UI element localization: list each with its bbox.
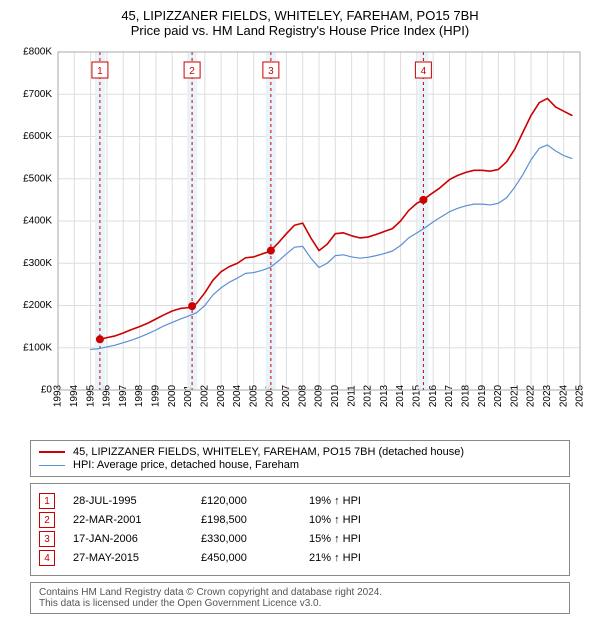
transaction-row: 1 28-JUL-1995 £120,000 19% ↑ HPI: [39, 493, 561, 509]
transaction-date: 28-JUL-1995: [73, 495, 183, 507]
transaction-price: £450,000: [201, 552, 291, 564]
legend-swatch: [39, 465, 65, 466]
footer-line-2: This data is licensed under the Open Gov…: [39, 598, 561, 609]
attribution-footer: Contains HM Land Registry data © Crown c…: [30, 582, 570, 614]
svg-text:£300K: £300K: [23, 258, 52, 269]
svg-text:1999: 1999: [151, 384, 162, 407]
svg-text:£200K: £200K: [23, 300, 52, 311]
svg-text:£700K: £700K: [23, 89, 52, 100]
svg-text:2011: 2011: [346, 385, 357, 407]
svg-text:2002: 2002: [199, 384, 210, 407]
svg-text:1997: 1997: [118, 384, 129, 407]
svg-text:2004: 2004: [232, 384, 243, 407]
transaction-row: 3 17-JAN-2006 £330,000 15% ↑ HPI: [39, 531, 561, 547]
transaction-marker: 1: [39, 493, 55, 509]
transaction-marker: 3: [39, 531, 55, 547]
transaction-date: 17-JAN-2006: [73, 533, 183, 545]
transactions-table: 1 28-JUL-1995 £120,000 19% ↑ HPI 2 22-MAR-200…: [30, 483, 570, 576]
legend-label: 45, LIPIZZANER FIELDS, WHITELEY, FAREHAM…: [73, 446, 464, 458]
svg-text:2020: 2020: [493, 384, 504, 407]
svg-text:2008: 2008: [297, 384, 308, 407]
svg-text:2012: 2012: [363, 384, 374, 407]
svg-text:2009: 2009: [314, 384, 325, 407]
transaction-delta: 19% ↑ HPI: [309, 495, 399, 507]
title-line-1: 45, LIPIZZANER FIELDS, WHITELEY, FAREHAM…: [10, 8, 590, 23]
page-container: { "title": { "line1": "45, LIPIZZANER FI…: [0, 0, 600, 620]
legend-row: 45, LIPIZZANER FIELDS, WHITELEY, FAREHAM…: [39, 446, 561, 458]
transaction-row: 4 27-MAY-2015 £450,000 21% ↑ HPI: [39, 550, 561, 566]
svg-text:2022: 2022: [526, 384, 537, 407]
legend-swatch: [39, 451, 65, 453]
transaction-date: 27-MAY-2015: [73, 552, 183, 564]
svg-text:£100K: £100K: [23, 342, 52, 353]
transaction-row: 2 22-MAR-2001 £198,500 10% ↑ HPI: [39, 512, 561, 528]
transaction-delta: 21% ↑ HPI: [309, 552, 399, 564]
svg-text:1: 1: [97, 66, 103, 77]
svg-text:2018: 2018: [460, 384, 471, 407]
transaction-price: £120,000: [201, 495, 291, 507]
svg-text:1994: 1994: [69, 384, 80, 407]
svg-text:2007: 2007: [281, 384, 292, 407]
transaction-marker: 4: [39, 550, 55, 566]
svg-text:2000: 2000: [167, 384, 178, 407]
svg-text:1995: 1995: [85, 384, 96, 407]
svg-text:£400K: £400K: [23, 216, 52, 227]
transaction-date: 22-MAR-2001: [73, 514, 183, 526]
svg-text:2: 2: [189, 66, 195, 77]
svg-text:2024: 2024: [558, 384, 569, 407]
svg-text:2021: 2021: [509, 384, 520, 407]
svg-text:3: 3: [268, 66, 274, 77]
footer-line-1: Contains HM Land Registry data © Crown c…: [39, 587, 561, 598]
legend-label: HPI: Average price, detached house, Fare…: [73, 459, 299, 471]
svg-text:2005: 2005: [248, 384, 259, 407]
svg-text:£500K: £500K: [23, 173, 52, 184]
svg-text:2014: 2014: [395, 384, 406, 407]
transaction-marker: 2: [39, 512, 55, 528]
svg-text:2010: 2010: [330, 384, 341, 407]
svg-text:£0: £0: [41, 385, 53, 396]
svg-text:2023: 2023: [542, 384, 553, 407]
svg-text:£800K: £800K: [23, 47, 52, 58]
legend: 45, LIPIZZANER FIELDS, WHITELEY, FAREHAM…: [30, 440, 570, 477]
svg-text:4: 4: [421, 66, 427, 77]
legend-row: HPI: Average price, detached house, Fare…: [39, 459, 561, 471]
svg-text:2016: 2016: [428, 384, 439, 407]
svg-text:2013: 2013: [379, 384, 390, 407]
transaction-delta: 10% ↑ HPI: [309, 514, 399, 526]
transaction-delta: 15% ↑ HPI: [309, 533, 399, 545]
svg-text:2019: 2019: [477, 384, 488, 407]
transaction-price: £198,500: [201, 514, 291, 526]
svg-text:2017: 2017: [444, 384, 455, 407]
chart-title-block: 45, LIPIZZANER FIELDS, WHITELEY, FAREHAM…: [10, 8, 590, 38]
chart-area: £0 £100K £200K £300K £400K £500K £600K £700K £80…: [10, 44, 590, 434]
svg-text:£600K: £600K: [23, 131, 52, 142]
svg-text:1998: 1998: [134, 384, 145, 407]
chart-svg: £0 £100K £200K £300K £400K £500K £600K £700K £80…: [10, 44, 590, 434]
svg-text:2003: 2003: [216, 384, 227, 407]
transaction-price: £330,000: [201, 533, 291, 545]
title-line-2: Price paid vs. HM Land Registry's House …: [10, 23, 590, 38]
